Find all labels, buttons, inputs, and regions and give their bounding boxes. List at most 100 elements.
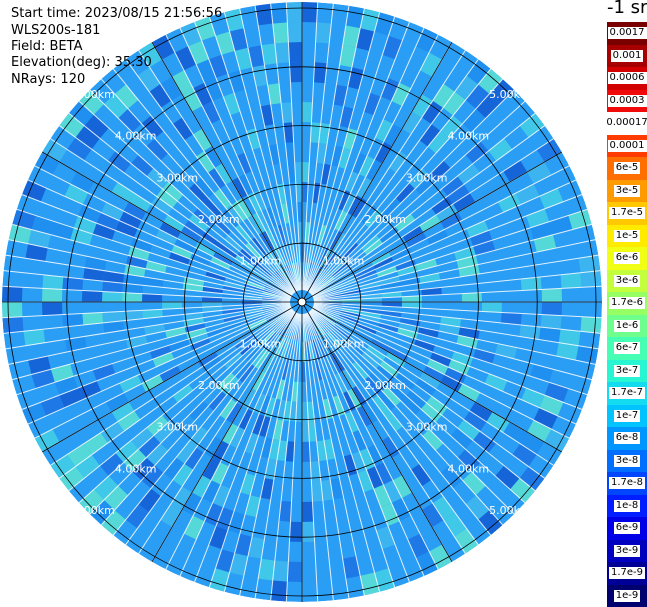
range-gate-cell [364, 376, 383, 396]
range-ring-label: 3.00km [157, 171, 199, 184]
ray-separator-line [304, 313, 365, 596]
range-gate-cell [269, 250, 282, 269]
colorbar-unit-label: -1 sr [607, 0, 647, 18]
ray-separator-line [310, 309, 526, 504]
range-gate-cell [182, 88, 203, 112]
range-gate-cell [79, 89, 104, 115]
range-gate-cell [360, 281, 381, 290]
range-gate-cell [172, 463, 194, 487]
range-gate-cell [286, 2, 302, 23]
range-gate-cell [432, 59, 455, 84]
ray-separator-line [89, 89, 294, 294]
range-gate-cell [258, 352, 272, 372]
range-gate-cell [203, 198, 222, 218]
range-gate-cell [380, 77, 400, 101]
range-gate-cell [294, 162, 302, 183]
ray-separator-line [313, 304, 592, 381]
range-gate-cell [194, 177, 214, 198]
range-gate-cell [237, 251, 256, 267]
colorbar-level: 0.0003 [607, 89, 647, 112]
ray-separator-line [2, 302, 291, 319]
range-gate-cell [204, 503, 224, 527]
ray-separator-line [270, 3, 302, 291]
range-gate-cell [160, 76, 182, 101]
range-gate-cell [302, 401, 309, 422]
range-gate-cell [317, 313, 335, 328]
ray-separator-line [303, 313, 350, 599]
ray-separator-line [313, 285, 602, 302]
range-gate-cell [319, 311, 338, 322]
range-ring-label: 1.00km [323, 254, 365, 267]
range-gate-cell [2, 316, 24, 334]
range-gate-cell [171, 486, 192, 510]
range-gate-cell [397, 264, 418, 277]
range-gate-cell [415, 174, 436, 195]
colorbar-level-label: 3e-5 [613, 184, 641, 197]
range-gate-cell [122, 302, 143, 312]
range-gate-cell [427, 450, 450, 473]
colorbar-level-label: 0.00017 [604, 117, 647, 130]
range-gate-cell [454, 528, 479, 554]
range-gate-cell [457, 163, 480, 185]
range-gate-cell [536, 138, 562, 162]
range-gate-cell [182, 283, 204, 292]
range-gate-cell [236, 198, 252, 219]
range-gate-cell [137, 512, 161, 537]
range-gate-cell [188, 426, 208, 448]
range-gate-cell [288, 42, 302, 63]
range-gate-cell [115, 141, 139, 164]
range-gate-cell [355, 326, 376, 339]
range-gate-cell [383, 123, 402, 147]
range-gate-cell [421, 287, 442, 296]
range-gate-cell [94, 412, 118, 433]
range-gate-cell [333, 264, 351, 279]
range-gate-cell [239, 248, 258, 265]
range-gate-cell [356, 177, 372, 199]
range-gate-cell [218, 243, 238, 259]
ray-separator-line [138, 311, 296, 554]
range-gate-cell [391, 247, 412, 262]
range-gate-cell [519, 466, 545, 491]
range-gate-cell [411, 345, 433, 359]
ray-separator-line [50, 138, 293, 296]
range-gate-cell [346, 339, 365, 356]
range-gate-cell [211, 462, 229, 485]
range-gate-cell [188, 183, 209, 203]
range-gate-cell [379, 276, 400, 286]
elevation-text: Elevation(deg): 35.30 [11, 55, 152, 70]
range-gate-cell [107, 151, 131, 173]
range-ring-label: 5.00km [73, 504, 115, 517]
range-gate-cell [103, 270, 125, 284]
range-gate-cell [431, 473, 453, 497]
colorbar-level: 1e-6 [607, 314, 647, 337]
range-gate-cell [373, 256, 394, 270]
range-gate-cell [229, 28, 248, 51]
range-gate-cell [419, 214, 441, 232]
range-gate-cell [407, 533, 430, 558]
range-gate-cell [252, 212, 266, 233]
ray-separator-line [34, 307, 292, 439]
range-gate-cell [42, 138, 68, 162]
ray-separator-line [5, 254, 291, 301]
range-gate-cell [243, 556, 262, 579]
range-gate-cell [355, 358, 373, 377]
range-gate-cell [453, 193, 476, 212]
colorbar-level-label: 0.0001 [607, 139, 647, 152]
colorbar-level: 6e-6 [607, 247, 647, 270]
range-gate-cell [131, 154, 154, 177]
range-gate-cell [486, 171, 510, 192]
colorbar-level-label: 0.001 [610, 49, 644, 62]
ray-separator-line [125, 311, 296, 545]
range-gate-cell [45, 247, 68, 265]
range-gate-cell [375, 462, 393, 485]
range-gate-cell [382, 386, 401, 406]
ray-separator-line [313, 304, 596, 365]
range-gate-cell [544, 429, 570, 452]
ray-separator-line [310, 89, 515, 294]
range-gate-cell [314, 316, 329, 334]
range-gate-cell [381, 302, 402, 308]
range-gate-cell [279, 500, 292, 522]
range-gate-cell [234, 334, 254, 349]
range-gate-cell [174, 46, 197, 71]
range-gate-cell [521, 289, 542, 302]
